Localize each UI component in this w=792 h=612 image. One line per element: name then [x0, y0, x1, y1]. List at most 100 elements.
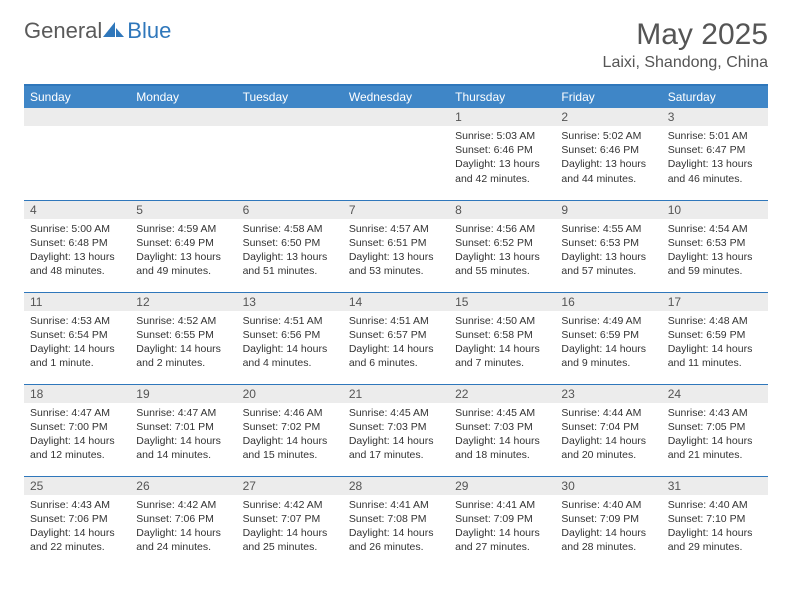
daylight-text: and 44 minutes.: [561, 172, 655, 186]
sunrise-text: Sunrise: 4:51 AM: [349, 314, 443, 328]
sunrise-text: Sunrise: 4:57 AM: [349, 222, 443, 236]
day-details: Sunrise: 4:51 AMSunset: 6:57 PMDaylight:…: [343, 311, 449, 377]
daylight-text: and 22 minutes.: [30, 540, 124, 554]
day-number: 4: [24, 201, 130, 219]
sunrise-text: Sunrise: 4:43 AM: [30, 498, 124, 512]
weekday-header: Monday: [130, 85, 236, 108]
sunset-text: Sunset: 7:06 PM: [136, 512, 230, 526]
day-details: Sunrise: 4:41 AMSunset: 7:09 PMDaylight:…: [449, 495, 555, 561]
daylight-text: Daylight: 14 hours: [136, 342, 230, 356]
logo-sail-icon: [103, 18, 125, 44]
day-number: 30: [555, 477, 661, 495]
calendar-day-cell: 3Sunrise: 5:01 AMSunset: 6:47 PMDaylight…: [662, 108, 768, 200]
daylight-text: and 12 minutes.: [30, 448, 124, 462]
page-header: General Blue May 2025 Laixi, Shandong, C…: [24, 18, 768, 72]
sunset-text: Sunset: 7:02 PM: [243, 420, 337, 434]
daylight-text: and 42 minutes.: [455, 172, 549, 186]
daylight-text: Daylight: 14 hours: [455, 342, 549, 356]
sunset-text: Sunset: 6:46 PM: [561, 143, 655, 157]
sunrise-text: Sunrise: 4:51 AM: [243, 314, 337, 328]
day-details: Sunrise: 4:48 AMSunset: 6:59 PMDaylight:…: [662, 311, 768, 377]
sunset-text: Sunset: 6:50 PM: [243, 236, 337, 250]
daylight-text: and 53 minutes.: [349, 264, 443, 278]
day-details: Sunrise: 4:50 AMSunset: 6:58 PMDaylight:…: [449, 311, 555, 377]
day-details: Sunrise: 4:57 AMSunset: 6:51 PMDaylight:…: [343, 219, 449, 285]
daylight-text: Daylight: 14 hours: [136, 434, 230, 448]
sunrise-text: Sunrise: 4:40 AM: [561, 498, 655, 512]
daylight-text: and 29 minutes.: [668, 540, 762, 554]
day-number: 3: [662, 108, 768, 126]
day-number: 20: [237, 385, 343, 403]
daylight-text: Daylight: 14 hours: [349, 342, 443, 356]
calendar-day-cell: 11Sunrise: 4:53 AMSunset: 6:54 PMDayligh…: [24, 292, 130, 384]
calendar-week-row: 11Sunrise: 4:53 AMSunset: 6:54 PMDayligh…: [24, 292, 768, 384]
day-details: Sunrise: 5:01 AMSunset: 6:47 PMDaylight:…: [662, 126, 768, 192]
calendar-day-cell: 21Sunrise: 4:45 AMSunset: 7:03 PMDayligh…: [343, 384, 449, 476]
day-number: 6: [237, 201, 343, 219]
sunrise-text: Sunrise: 4:55 AM: [561, 222, 655, 236]
calendar-day-cell: [24, 108, 130, 200]
daylight-text: Daylight: 13 hours: [136, 250, 230, 264]
sunrise-text: Sunrise: 4:41 AM: [349, 498, 443, 512]
day-number: 25: [24, 477, 130, 495]
daylight-text: and 1 minute.: [30, 356, 124, 370]
calendar-week-row: 25 Sunrise: 4:43 AM Sunset: 7:06 PM Dayligh…: [24, 476, 768, 568]
day-number: 26: [130, 477, 236, 495]
calendar-day-cell: 31Sunrise: 4:40 AMSunset: 7:10 PMDayligh…: [662, 476, 768, 568]
sunrise-text: Sunrise: 4:50 AM: [455, 314, 549, 328]
sunrise-text: Sunrise: 4:47 AM: [136, 406, 230, 420]
day-details: Sunrise: 4:58 AMSunset: 6:50 PMDaylight:…: [237, 219, 343, 285]
calendar-day-cell: 12Sunrise: 4:52 AMSunset: 6:55 PMDayligh…: [130, 292, 236, 384]
calendar-day-cell: [130, 108, 236, 200]
day-number: 8: [449, 201, 555, 219]
calendar-day-cell: 28Sunrise: 4:41 AMSunset: 7:08 PMDayligh…: [343, 476, 449, 568]
sunset-text: Sunset: 6:49 PM: [136, 236, 230, 250]
weekday-header: Wednesday: [343, 85, 449, 108]
sunset-text: Sunset: 7:00 PM: [30, 420, 124, 434]
calendar-day-cell: 23Sunrise: 4:44 AMSunset: 7:04 PMDayligh…: [555, 384, 661, 476]
daylight-text: and 51 minutes.: [243, 264, 337, 278]
sunrise-text: Sunrise: 4:43 AM: [668, 406, 762, 420]
day-number: 29: [449, 477, 555, 495]
daylight-text: Daylight: 14 hours: [349, 526, 443, 540]
day-details: Sunrise: 4:55 AMSunset: 6:53 PMDaylight:…: [555, 219, 661, 285]
day-number: 2: [555, 108, 661, 126]
sunset-text: Sunset: 6:47 PM: [668, 143, 762, 157]
day-number: [343, 108, 449, 126]
sunset-text: Sunset: 7:05 PM: [668, 420, 762, 434]
sunset-text: Sunset: 7:03 PM: [349, 420, 443, 434]
day-details: Sunrise: 4:59 AMSunset: 6:49 PMDaylight:…: [130, 219, 236, 285]
logo: General Blue: [24, 18, 171, 44]
sunset-text: Sunset: 6:48 PM: [30, 236, 124, 250]
daylight-text: Daylight: 13 hours: [30, 250, 124, 264]
calendar-day-cell: 8Sunrise: 4:56 AMSunset: 6:52 PMDaylight…: [449, 200, 555, 292]
day-details: Sunrise: 4:56 AMSunset: 6:52 PMDaylight:…: [449, 219, 555, 285]
calendar-day-cell: 15Sunrise: 4:50 AMSunset: 6:58 PMDayligh…: [449, 292, 555, 384]
daylight-text: and 17 minutes.: [349, 448, 443, 462]
daylight-text: Daylight: 14 hours: [668, 434, 762, 448]
calendar-day-cell: [237, 108, 343, 200]
calendar-week-row: 18Sunrise: 4:47 AMSunset: 7:00 PMDayligh…: [24, 384, 768, 476]
day-details: Sunrise: 4:45 AMSunset: 7:03 PMDaylight:…: [343, 403, 449, 469]
daylight-text: and 18 minutes.: [455, 448, 549, 462]
daylight-text: and 15 minutes.: [243, 448, 337, 462]
daylight-text: Daylight: 14 hours: [30, 526, 124, 540]
day-details: Sunrise: 4:53 AMSunset: 6:54 PMDaylight:…: [24, 311, 130, 377]
day-details: Sunrise: 4:41 AMSunset: 7:08 PMDaylight:…: [343, 495, 449, 561]
calendar-week-row: 1Sunrise: 5:03 AMSunset: 6:46 PMDaylight…: [24, 108, 768, 200]
sunrise-text: Sunrise: 4:49 AM: [561, 314, 655, 328]
sunset-text: Sunset: 6:46 PM: [455, 143, 549, 157]
day-number: 12: [130, 293, 236, 311]
calendar-day-cell: 5Sunrise: 4:59 AMSunset: 6:49 PMDaylight…: [130, 200, 236, 292]
daylight-text: Daylight: 14 hours: [30, 434, 124, 448]
daylight-text: Daylight: 14 hours: [243, 526, 337, 540]
day-details: Sunrise: 4:51 AMSunset: 6:56 PMDaylight:…: [237, 311, 343, 377]
sunrise-text: Sunrise: 4:56 AM: [455, 222, 549, 236]
daylight-text: Daylight: 14 hours: [561, 526, 655, 540]
day-details: Sunrise: 4:46 AMSunset: 7:02 PMDaylight:…: [237, 403, 343, 469]
sunset-text: Sunset: 7:03 PM: [455, 420, 549, 434]
calendar-day-cell: 2Sunrise: 5:02 AMSunset: 6:46 PMDaylight…: [555, 108, 661, 200]
daylight-text: and 4 minutes.: [243, 356, 337, 370]
calendar-day-cell: 24Sunrise: 4:43 AMSunset: 7:05 PMDayligh…: [662, 384, 768, 476]
logo-text-1: General: [24, 18, 102, 44]
